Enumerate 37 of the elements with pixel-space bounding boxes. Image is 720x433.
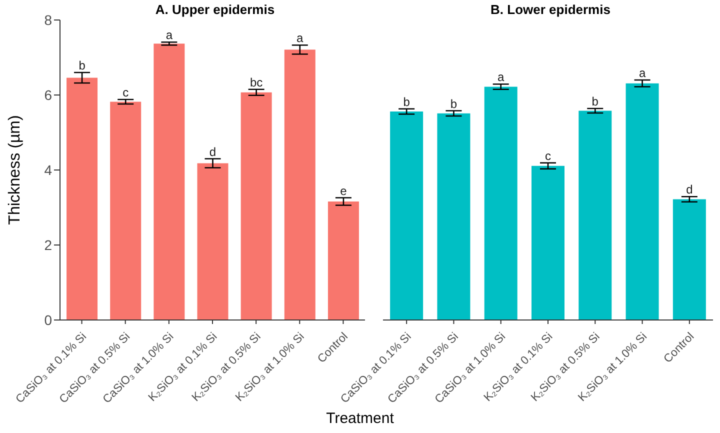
data-label: c: [545, 148, 551, 163]
bar: [110, 102, 142, 320]
bar: [197, 163, 228, 320]
data-label: b: [592, 94, 599, 108]
y-tick-label: 0: [44, 312, 52, 328]
bar: [626, 83, 659, 320]
chart-title: B. Lower epidermis: [490, 2, 612, 17]
bar: [66, 78, 98, 320]
bar: [484, 86, 518, 320]
data-label: a: [166, 28, 173, 42]
y-axis-title: Thickness (µm): [6, 115, 24, 225]
bar: [437, 113, 470, 320]
bar: [328, 202, 359, 320]
x-axis-title: Treatment: [325, 410, 395, 427]
data-label: b: [403, 94, 410, 109]
bar: [240, 92, 272, 320]
data-label: a: [296, 31, 304, 46]
data-label: a: [638, 66, 646, 80]
data-label: b: [78, 58, 86, 72]
bar: [284, 50, 316, 320]
chart-title: A. Upper epidermis: [154, 2, 276, 17]
data-label: b: [450, 96, 458, 111]
y-tick-label: 8: [44, 12, 52, 28]
bar: [390, 112, 424, 320]
y-tick-label: 6: [44, 86, 52, 103]
data-label: d: [686, 182, 693, 197]
bar: [672, 199, 706, 320]
data-label: c: [122, 86, 129, 100]
data-label: e: [340, 184, 348, 198]
bar: [578, 110, 612, 320]
data-label: bc: [250, 75, 263, 90]
y-tick-label: 2: [44, 236, 52, 253]
bar: [532, 166, 564, 320]
data-label: d: [209, 144, 216, 159]
data-label: a: [498, 70, 505, 84]
y-tick-label: 4: [44, 162, 52, 178]
bar: [154, 44, 185, 320]
